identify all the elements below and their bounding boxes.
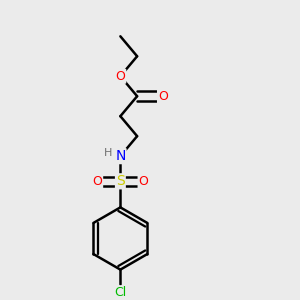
Text: O: O [92, 175, 102, 188]
Text: O: O [116, 70, 125, 83]
Text: O: O [158, 90, 168, 103]
Text: S: S [116, 174, 125, 188]
Text: Cl: Cl [114, 286, 127, 299]
Text: O: O [139, 175, 148, 188]
Text: H: H [104, 148, 113, 158]
Text: N: N [115, 149, 126, 163]
